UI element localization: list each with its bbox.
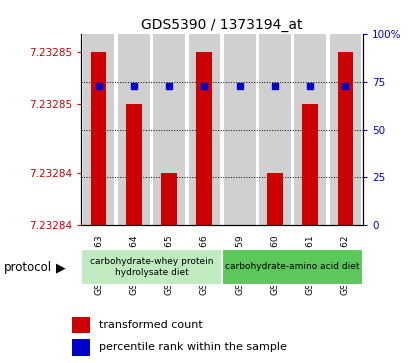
Text: carbohydrate-whey protein
hydrolysate diet: carbohydrate-whey protein hydrolysate di… [90, 257, 213, 277]
Bar [294, 34, 326, 225]
Bar [153, 34, 185, 225]
Bar [83, 34, 115, 225]
Text: carbohydrate-amino acid diet: carbohydrate-amino acid diet [225, 262, 360, 271]
Bar [188, 34, 220, 225]
Bar [72, 339, 90, 356]
Bar [118, 34, 150, 225]
Text: transformed count: transformed count [99, 320, 203, 330]
Bar [90, 52, 107, 225]
Title: GDS5390 / 1373194_at: GDS5390 / 1373194_at [141, 18, 303, 32]
Bar [72, 317, 90, 333]
Bar [302, 104, 318, 225]
Bar [337, 52, 354, 225]
Bar [330, 34, 361, 225]
Bar [196, 52, 212, 225]
Bar [161, 173, 177, 225]
Bar [267, 173, 283, 225]
Text: ▶: ▶ [56, 261, 66, 274]
Bar [224, 34, 256, 225]
Bar [259, 34, 291, 225]
Bar [126, 104, 142, 225]
Bar [222, 249, 363, 285]
Text: percentile rank within the sample: percentile rank within the sample [99, 342, 287, 352]
Text: protocol: protocol [4, 261, 52, 274]
Bar [81, 249, 222, 285]
